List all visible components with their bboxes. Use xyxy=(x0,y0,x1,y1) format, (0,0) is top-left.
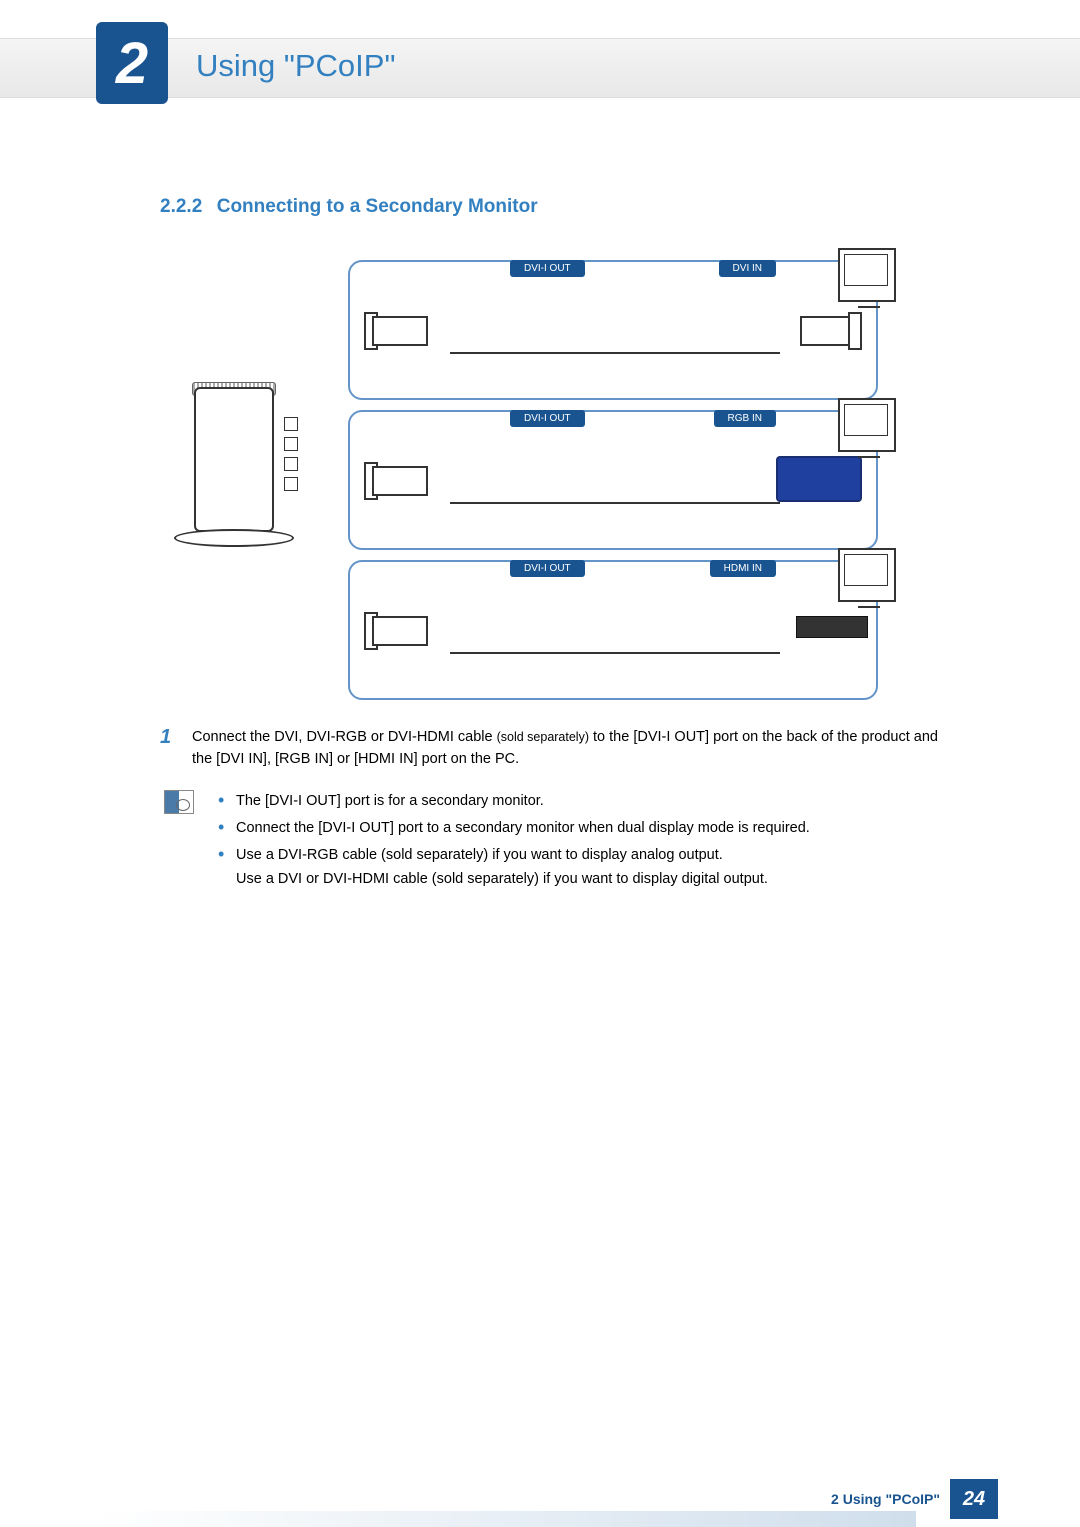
step-fragment: Connect the DVI, DVI-RGB or DVI-HDMI cab… xyxy=(192,729,497,745)
step-1: 1 Connect the DVI, DVI-RGB or DVI-HDMI c… xyxy=(160,726,960,771)
port-label-in: HDMI IN xyxy=(710,560,776,577)
cable-row-rgb: DVI-I OUT RGB IN xyxy=(348,410,878,550)
note-icon xyxy=(164,790,194,814)
dvi-connector-icon xyxy=(364,462,434,500)
dvi-connector-icon xyxy=(364,312,434,350)
cable-row-hdmi: DVI-I OUT HDMI IN xyxy=(348,560,878,700)
hdmi-connector-icon xyxy=(796,616,868,638)
section-title: Connecting to a Secondary Monitor xyxy=(217,196,538,217)
port-label-in: DVI IN xyxy=(719,260,776,277)
footer-gradient xyxy=(96,1511,916,1527)
chapter-title: Using "PCoIP" xyxy=(196,48,395,84)
chapter-badge: 2 xyxy=(96,22,168,104)
port-label-in: RGB IN xyxy=(714,410,776,427)
section-heading: 2.2.2 Connecting to a Secondary Monitor xyxy=(160,196,538,218)
dvi-connector-icon xyxy=(364,612,434,650)
monitor-icon xyxy=(838,248,896,302)
vga-connector-icon xyxy=(776,456,862,502)
chapter-number: 2 xyxy=(116,30,148,97)
note-text: Use a DVI-RGB cable (sold separately) if… xyxy=(236,847,768,886)
step-text: Connect the DVI, DVI-RGB or DVI-HDMI cab… xyxy=(192,726,960,771)
port-label-out: DVI-I OUT xyxy=(510,260,585,277)
connection-diagram: DVI-I OUT DVI IN DVI-I OUT RGB IN DVI-I … xyxy=(160,242,920,712)
note-item: Use a DVI-RGB cable (sold separately) if… xyxy=(218,844,810,890)
monitor-icon xyxy=(838,398,896,452)
sold-separately-note: (sold separately) xyxy=(497,730,589,744)
note-item: The [DVI-I OUT] port is for a secondary … xyxy=(218,790,810,813)
note-item: Connect the [DVI-I OUT] port to a second… xyxy=(218,817,810,840)
step-number: 1 xyxy=(160,726,178,771)
note-list: The [DVI-I OUT] port is for a secondary … xyxy=(218,790,810,895)
port-label-out: DVI-I OUT xyxy=(510,410,585,427)
note-block: The [DVI-I OUT] port is for a secondary … xyxy=(164,790,964,895)
footer-chapter-ref: 2 Using "PCoIP" xyxy=(831,1491,940,1507)
cable-row-dvi: DVI-I OUT DVI IN xyxy=(348,260,878,400)
page-number: 24 xyxy=(963,1488,985,1511)
page-number-badge: 24 xyxy=(950,1479,998,1519)
port-label-out: DVI-I OUT xyxy=(510,560,585,577)
monitor-icon xyxy=(838,548,896,602)
page-footer: 2 Using "PCoIP" 24 xyxy=(0,1481,1080,1527)
dvi-connector-icon xyxy=(792,312,862,350)
section-number: 2.2.2 xyxy=(160,196,202,217)
source-device xyxy=(174,387,294,547)
